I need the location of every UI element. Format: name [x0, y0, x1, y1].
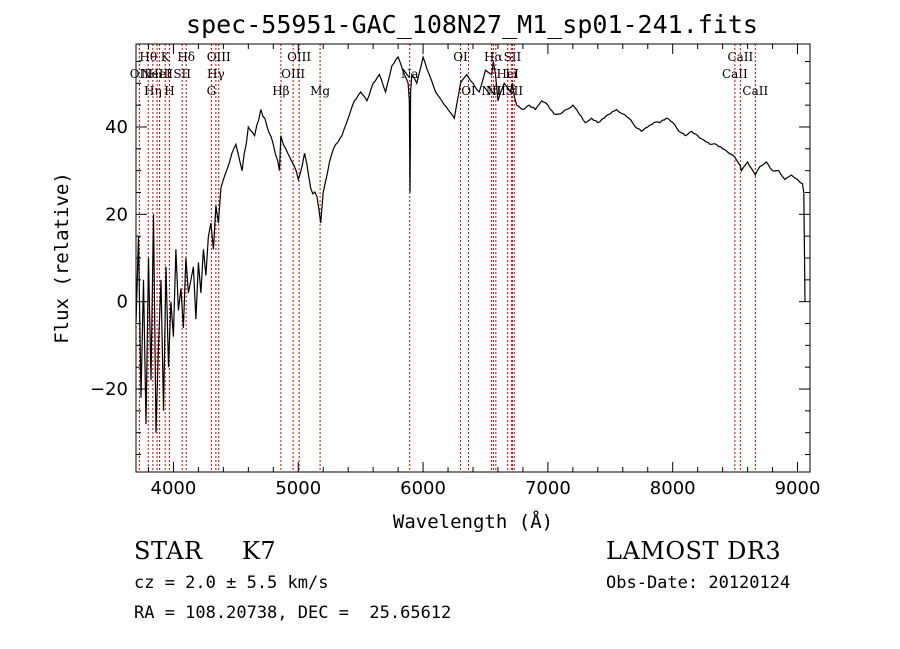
spectral-line-markers: OIIHθHηNeIIIHeIKHSIIHδGHγOIIIHβOIIIOIIIM… — [130, 44, 768, 472]
line-label: Hβ — [272, 84, 289, 98]
object-class: STAR — [134, 537, 203, 565]
line-label: Mg — [310, 84, 330, 98]
x-axis-label: Wavelength (Å) — [393, 510, 553, 533]
line-label: CaII — [722, 67, 748, 81]
y-tick-label: 40 — [105, 117, 128, 138]
line-label: Hδ — [177, 50, 195, 64]
coordinates-text: RA = 108.20738, DEC = 25.65612 — [134, 603, 452, 623]
line-label: Hη — [144, 84, 162, 98]
line-label: Hθ — [139, 50, 157, 64]
x-tick-label: 7000 — [525, 478, 571, 499]
line-label: Na — [401, 67, 419, 81]
survey-label: LAMOST DR3 — [606, 537, 782, 565]
line-label: SII — [173, 67, 191, 81]
line-label: NII — [486, 84, 506, 98]
y-tick-label: −20 — [90, 379, 128, 400]
line-label: OIII — [287, 50, 311, 64]
line-label: OIII — [281, 67, 305, 81]
spectrum-line — [135, 54, 806, 433]
line-label: Li — [505, 67, 517, 81]
line-label: SII — [505, 84, 523, 98]
line-label: CaII — [742, 84, 768, 98]
line-label: OI — [453, 50, 468, 64]
line-label: OI — [461, 84, 476, 98]
y-axis-label: Flux (relative) — [51, 172, 73, 344]
line-label: SII — [504, 50, 522, 64]
plot-frame — [135, 43, 811, 473]
line-label: CaII — [727, 50, 753, 64]
line-label: OII — [130, 67, 150, 81]
line-label: HeI — [497, 67, 520, 81]
x-tick-label: 5000 — [275, 478, 321, 499]
object-subclass: K7 — [242, 537, 277, 565]
line-label: K — [161, 50, 171, 64]
x-tick-label: 9000 — [775, 478, 821, 499]
line-label: HeI — [148, 67, 171, 81]
x-tick-label: 6000 — [400, 478, 446, 499]
redshift-text: cz = 2.0 ± 5.5 km/s — [134, 573, 329, 593]
chart-title: spec-55951-GAC_108N27_M1_sp01-241.fits — [186, 10, 758, 39]
axes: 4000 5000 6000 7000 8000 9000 −20 0 20 40 — [90, 44, 820, 499]
y-tick-label: 20 — [105, 204, 128, 225]
obs-date-text: Obs-Date: 20120124 — [606, 573, 791, 593]
line-label: H — [164, 84, 174, 98]
line-label: Hα — [484, 50, 503, 64]
y-tick-label: 0 — [117, 292, 128, 313]
x-tick-label: 8000 — [650, 478, 696, 499]
x-tick-label: 4000 — [151, 478, 197, 499]
line-label: OIII — [207, 50, 231, 64]
line-label: G — [207, 84, 217, 98]
line-label: Hγ — [207, 67, 225, 81]
